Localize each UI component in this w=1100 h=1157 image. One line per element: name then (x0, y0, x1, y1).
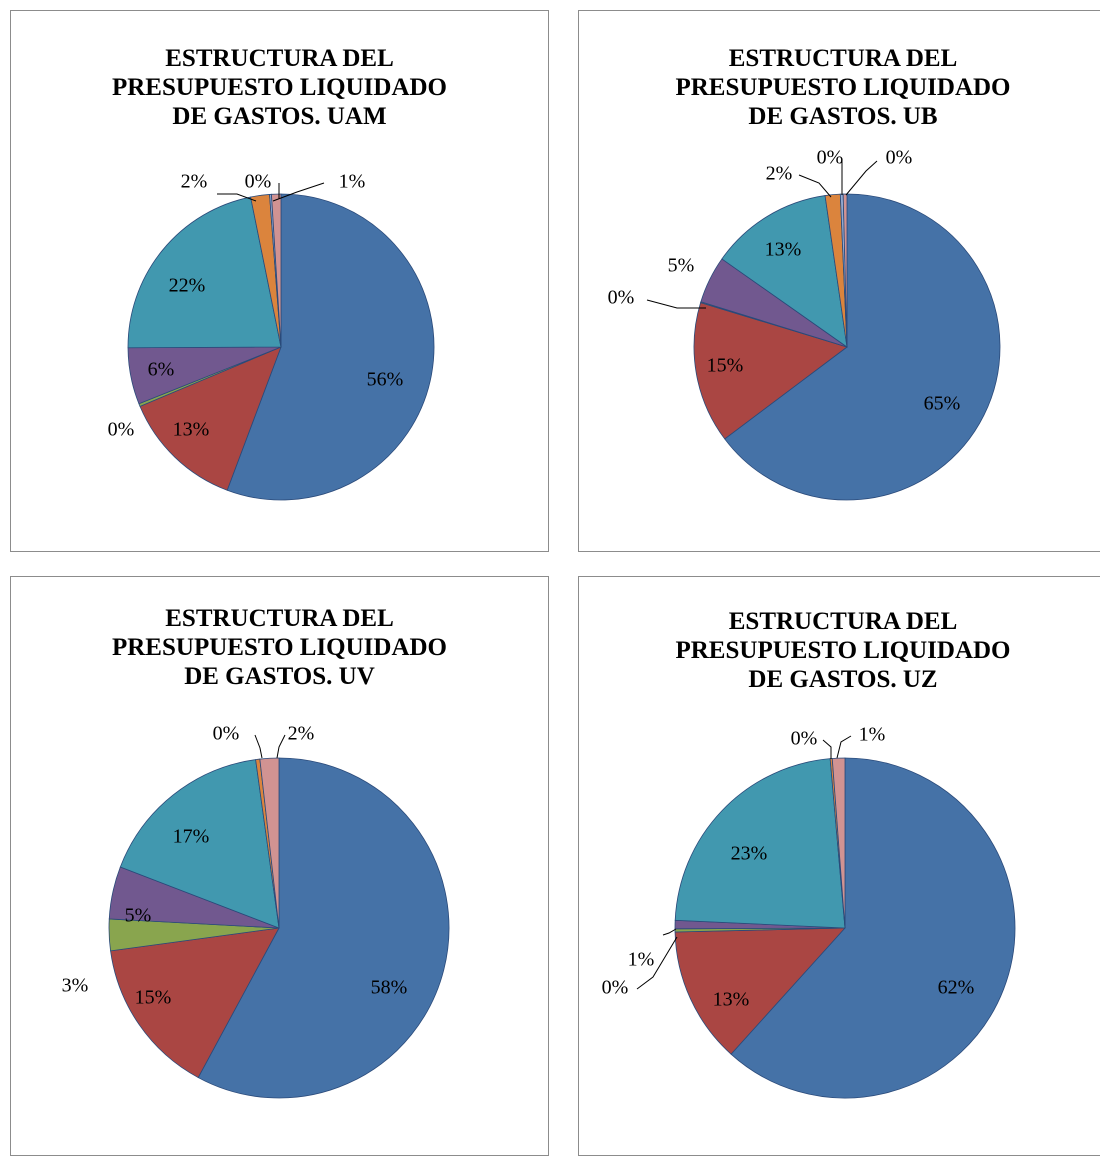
slice-label: 0% (602, 977, 629, 999)
pie-slice (721, 195, 848, 348)
leader-line (272, 182, 325, 202)
slice-label: 1% (859, 724, 886, 746)
leader-line (836, 735, 852, 759)
slice-label: 2% (766, 163, 793, 185)
chart-title: ESTRUCTURA DEL PRESUPUESTO LIQUIDADO DE … (675, 608, 1011, 693)
pie-slice (724, 193, 1001, 501)
pie-slice (831, 757, 846, 929)
pie-slice (139, 346, 282, 491)
pie-slice (674, 927, 846, 1055)
chart-title: ESTRUCTURA DEL PRESUPUESTO LIQUIDADO DE … (675, 45, 1011, 130)
leader-line (798, 174, 832, 198)
pie-slice (119, 759, 280, 929)
pie-slice (259, 757, 280, 929)
pie-svg: 58% 15% 3% 5% 17% 0% 2% (62, 723, 450, 1099)
slice-label: 1% (339, 171, 366, 193)
leader-line (646, 299, 706, 309)
slice-label: 1% (628, 949, 655, 971)
chart-title: ESTRUCTURA DEL PRESUPUESTO LIQUIDADO DE … (111, 605, 448, 690)
slice-label: 0% (608, 287, 635, 309)
slice-label: 56% (367, 369, 404, 391)
leader-line (276, 734, 286, 759)
pie-chart-uam: ESTRUCTURA DEL PRESUPUESTO LIQUIDADO DE … (10, 10, 549, 552)
slice-label: 6% (148, 359, 175, 381)
slice-label: 65% (924, 393, 961, 415)
slice-label: 0% (817, 147, 844, 169)
leader-line (822, 739, 832, 759)
pie-svg: 56% 13% 0% 6% 22% 2% 0% 1% (108, 171, 435, 501)
pie-slice (674, 758, 846, 929)
slice-label: 13% (765, 239, 802, 261)
slice-label: 3% (62, 975, 89, 997)
pie-svg: 65% 15% 0% 5% 13% 2% 0% 0% (608, 147, 1001, 501)
slice-label: 2% (288, 723, 315, 745)
slice-label: 17% (173, 826, 210, 848)
slice-label: 0% (108, 419, 135, 441)
pie-slice (271, 193, 282, 348)
pie-chart-uz: ESTRUCTURA DEL PRESUPUESTO LIQUIDADO DE … (578, 576, 1100, 1156)
slice-label: 13% (713, 989, 750, 1011)
slice-label: 23% (731, 843, 768, 865)
slice-label: 5% (125, 905, 152, 927)
pie-chart-uv: ESTRUCTURA DEL PRESUPUESTO LIQUIDADO DE … (10, 576, 549, 1156)
leader-line (217, 193, 257, 202)
slice-label: 62% (938, 977, 975, 999)
pie-slice (226, 193, 435, 501)
slice-label: 22% (169, 275, 206, 297)
pie-slice (693, 302, 848, 440)
slice-label: 15% (707, 355, 744, 377)
slice-label: 13% (173, 419, 210, 441)
slice-label: 0% (245, 171, 272, 193)
slice-label: 0% (213, 723, 240, 745)
pie-slice (730, 757, 1016, 1099)
leader-line (845, 160, 878, 196)
slice-label: 0% (791, 728, 818, 750)
slice-label: 58% (371, 977, 408, 999)
leader-line (254, 734, 263, 759)
pie-svg: 62% 13% 0% 1% 23% 0% 1% (602, 724, 1016, 1099)
pie-slice (197, 757, 450, 1099)
slice-label: 5% (668, 255, 695, 277)
pie-slice (127, 196, 282, 349)
pie-slice (110, 927, 280, 1079)
slice-label: 15% (135, 987, 172, 1009)
slice-label: 0% (886, 147, 913, 169)
slice-label: 2% (181, 171, 208, 193)
chart-title: ESTRUCTURA DEL PRESUPUESTO LIQUIDADO DE … (111, 45, 448, 130)
leader-line (662, 928, 677, 936)
leader-line (636, 936, 678, 990)
pie-chart-ub: ESTRUCTURA DEL PRESUPUESTO LIQUIDADO DE … (578, 10, 1100, 552)
